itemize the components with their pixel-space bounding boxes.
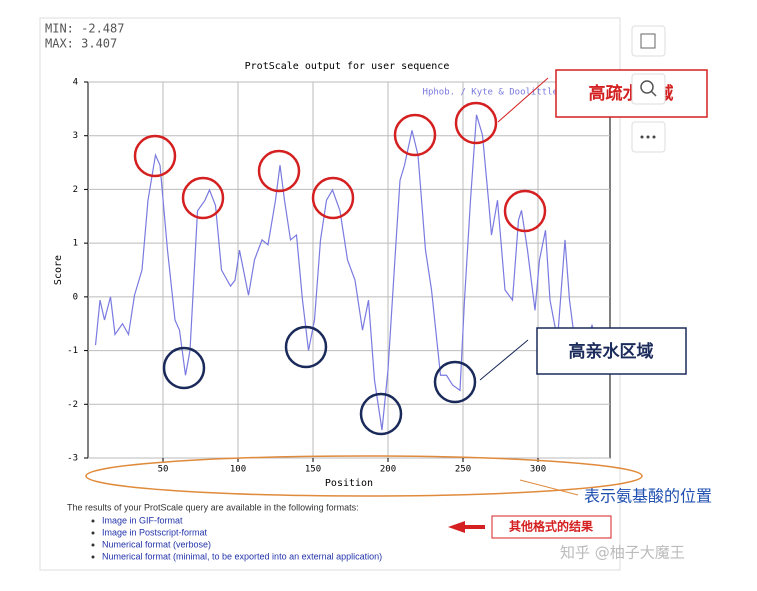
y-tick-label: -3 <box>67 454 78 464</box>
annotation-box <box>536 327 687 375</box>
annotation: 表示氨基酸的位置 <box>584 487 712 506</box>
highlight-circles <box>133 101 547 436</box>
annotation-box <box>491 515 612 539</box>
x-tick-label: 250 <box>455 465 471 475</box>
max-stat: MAX: 3.407 <box>45 37 117 51</box>
arrow <box>448 521 485 533</box>
format-link[interactable]: Numerical format (minimal, to be exporte… <box>102 551 382 561</box>
zoom-glyph <box>640 80 654 94</box>
x-tick-label: 100 <box>230 465 246 475</box>
red-circle <box>393 113 437 157</box>
legend-label: Hphob. / Kyte & Doolittle <box>423 88 558 98</box>
navy-circle <box>284 325 328 369</box>
image-glyph <box>640 33 656 49</box>
zoom-glyph <box>650 90 657 97</box>
format-link[interactable]: Numerical format (verbose) <box>102 539 211 549</box>
format-link[interactable]: Image in Postscript-format <box>102 527 208 537</box>
more-glyph <box>640 135 644 139</box>
bullet <box>91 543 95 547</box>
y-axis-label: Score <box>53 255 64 285</box>
link-list: Image in GIF-format Image in Postscript-f… <box>91 515 382 561</box>
footer-intro: The results of your ProtScale query are … <box>67 502 359 512</box>
red-circle <box>503 189 547 233</box>
navy-circle <box>162 346 206 390</box>
image-icon[interactable] <box>631 25 666 57</box>
red-circle <box>311 176 355 220</box>
y-tick-label: -2 <box>67 400 78 410</box>
y-tick-label: 1 <box>73 239 78 249</box>
pointer <box>497 77 549 123</box>
red-circle <box>454 101 498 145</box>
min-stat: MIN: -2.487 <box>45 22 124 36</box>
x-axis-label: Position <box>325 478 373 489</box>
red-circle <box>133 134 177 178</box>
x-tick-label: 200 <box>380 465 396 475</box>
red-circle <box>257 149 301 193</box>
axis-ellipse <box>85 455 643 497</box>
zoom-icon[interactable] <box>631 73 666 105</box>
bullet <box>91 555 95 559</box>
plot-frame <box>87 81 611 459</box>
pointer <box>519 479 579 496</box>
annotation: 其他格式的结果 <box>509 519 593 534</box>
navy-circle <box>359 392 403 436</box>
more-glyph <box>646 135 650 139</box>
navy-circle <box>433 360 477 404</box>
y-tick-label: 4 <box>73 78 78 88</box>
more-glyph <box>652 135 656 139</box>
bullet <box>91 519 95 523</box>
x-tick-label: 150 <box>305 465 321 475</box>
data-line <box>94 114 599 431</box>
y-tick-label: -1 <box>67 346 78 356</box>
format-link[interactable]: Image in GIF-format <box>102 515 183 525</box>
bullet <box>91 531 95 535</box>
pointer <box>479 339 529 381</box>
x-tick-label: 50 <box>158 465 169 475</box>
red-circle <box>181 176 225 220</box>
y-tick-label: 0 <box>73 292 78 302</box>
watermark: 知乎 @柚子大魔王 <box>560 544 685 562</box>
y-tick-label: 2 <box>73 185 78 195</box>
chart-title: ProtScale output for user sequence <box>245 61 450 72</box>
x-tick-label: 300 <box>530 465 546 475</box>
annotation: 高亲水区域 <box>569 341 654 362</box>
y-tick-label: 3 <box>73 131 78 141</box>
